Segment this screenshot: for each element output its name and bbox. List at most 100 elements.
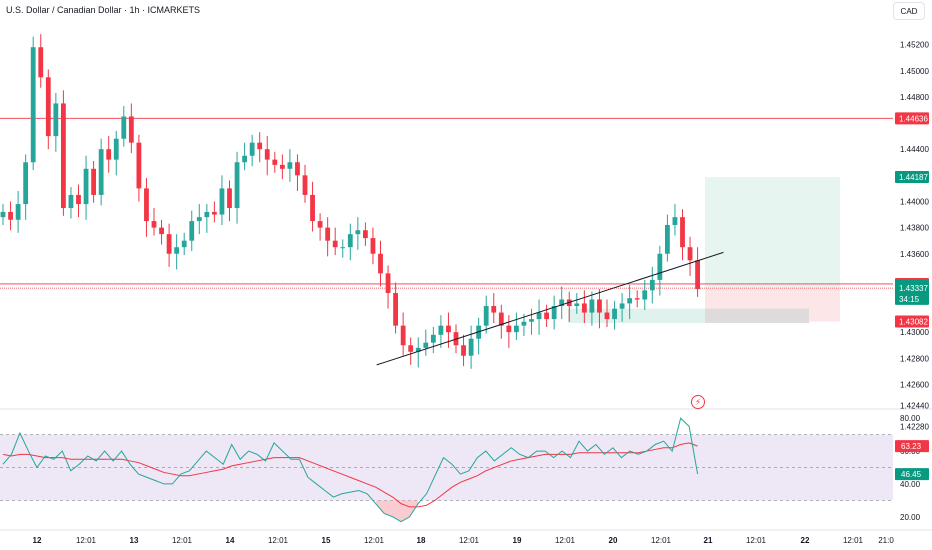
price-tick-label: 1.45200	[900, 41, 929, 50]
candle-body	[498, 312, 504, 326]
price-tag-bg	[895, 171, 929, 184]
candle-body	[604, 312, 610, 320]
price-tick-label: 1.43000	[900, 328, 929, 337]
rsi-tag-label: 46.45	[901, 470, 922, 479]
candle-body	[45, 77, 51, 137]
candle-body	[76, 194, 81, 205]
candle-body	[612, 308, 617, 320]
candle	[8, 201, 13, 231]
candle	[159, 219, 164, 245]
candle	[423, 329, 429, 356]
candle-body	[23, 162, 29, 205]
candle-body	[551, 306, 557, 320]
candle-body	[144, 188, 149, 222]
candle	[272, 151, 278, 173]
price-tick-label: 1.42800	[900, 354, 929, 363]
candle-body	[649, 279, 655, 291]
candle-body	[0, 211, 6, 218]
time-tick-label: 22	[801, 536, 810, 545]
candle-body	[38, 47, 44, 78]
candle-body	[212, 211, 217, 215]
time-tick-label: 12:01	[172, 536, 193, 545]
price-tick-label: 1.43800	[900, 224, 929, 233]
candle	[287, 149, 293, 182]
candle-body	[347, 234, 353, 248]
candle-body	[317, 221, 323, 228]
candle	[544, 304, 549, 327]
candle	[332, 227, 338, 256]
candle	[408, 337, 414, 365]
time-tick-label: 12	[33, 536, 42, 545]
price-tag: 1.44187	[895, 171, 929, 184]
candle	[597, 289, 602, 329]
time-tick-label: 12:01	[459, 536, 480, 545]
candle	[242, 142, 247, 171]
candle	[649, 266, 655, 304]
candle-body	[423, 342, 429, 348]
price-axis-bg	[893, 0, 932, 550]
candle-body	[332, 240, 338, 248]
time-tick-label: 13	[130, 536, 139, 545]
price-tick-label: 1.44000	[900, 197, 929, 206]
candle	[506, 315, 512, 348]
candle-body	[393, 292, 398, 326]
candle	[370, 227, 376, 265]
candle-body	[657, 253, 663, 280]
candle	[363, 222, 368, 246]
candle-body	[264, 149, 270, 160]
price-tag-label: 1.44636	[899, 114, 928, 123]
candle-body	[61, 103, 66, 209]
time-tick-label: 21:0	[878, 536, 894, 545]
candle-body	[295, 162, 300, 176]
candle-body	[544, 312, 549, 320]
price-tag-bg	[895, 112, 929, 125]
candle-body	[136, 142, 142, 189]
candle	[317, 213, 323, 241]
candle	[551, 295, 557, 330]
currency-button[interactable]: CAD	[893, 2, 925, 20]
candle	[627, 285, 633, 320]
candle-body	[151, 221, 157, 228]
rsi-tick-label: 20.00	[900, 513, 921, 522]
time-tick-label: 15	[322, 536, 331, 545]
candle-body	[242, 155, 247, 163]
candle-body	[529, 319, 534, 322]
candle	[295, 154, 300, 192]
price-tag-label: 1.44187	[899, 173, 928, 182]
candle-body	[159, 227, 164, 235]
candle-body	[325, 227, 331, 241]
candle	[38, 34, 44, 88]
candle-body	[355, 230, 361, 235]
price-tick-label: 1.43600	[900, 250, 929, 259]
price-tick-label: 1.42600	[900, 380, 929, 389]
candle-body	[8, 211, 13, 220]
rsi-ma-tag-label: 63.23	[901, 442, 922, 451]
time-tick-label: 21	[704, 536, 713, 545]
candle-body	[672, 217, 678, 225]
candle	[83, 155, 89, 220]
time-tick-label: 12:01	[651, 536, 672, 545]
candle	[581, 290, 587, 324]
candle-body	[272, 159, 278, 165]
candle-body	[619, 303, 625, 309]
candle	[196, 204, 202, 235]
candle-body	[491, 306, 497, 313]
candle	[687, 236, 693, 276]
candle	[574, 292, 580, 314]
candle	[189, 210, 195, 252]
price-tag-bg	[895, 292, 929, 305]
candle-body	[378, 253, 383, 274]
candle	[400, 312, 406, 356]
alert-icon[interactable]: ⚡	[691, 395, 705, 409]
candle-body	[597, 299, 602, 313]
candle-body	[385, 273, 391, 293]
candle-body	[415, 347, 421, 352]
candle	[559, 286, 565, 320]
candle	[514, 312, 519, 341]
candle	[0, 204, 6, 225]
candle	[665, 214, 670, 262]
rsi-tag-bg	[895, 468, 929, 481]
candle	[642, 279, 648, 310]
candle	[476, 317, 482, 355]
